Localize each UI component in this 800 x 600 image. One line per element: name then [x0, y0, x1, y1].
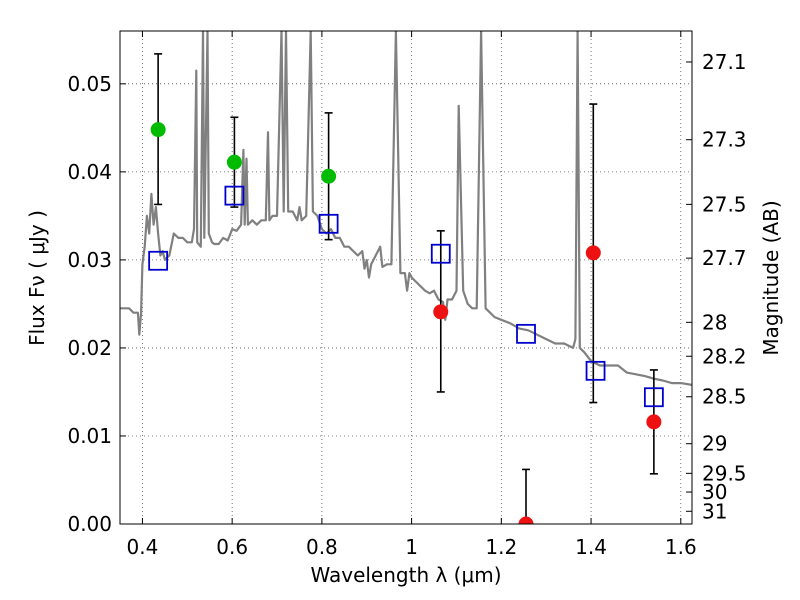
y2-tick-label: 28.2: [702, 344, 747, 368]
model-square: [516, 323, 536, 344]
x-tick-label: 0.8: [306, 535, 338, 559]
x-axis-label: Wavelength λ (μm): [310, 563, 501, 587]
y-tick-label: 0.00: [67, 512, 112, 536]
model-points: [148, 185, 664, 408]
detection-point: [226, 154, 242, 170]
y2-tick-label: 28.5: [702, 385, 747, 409]
y2-tick-label: 27.3: [702, 128, 747, 152]
y2-axis-label: Magnitude (AB): [759, 200, 783, 355]
spectrum-line: [120, 31, 692, 386]
y2-tick-label: 30: [702, 480, 727, 504]
spectrum-series: [120, 31, 692, 386]
detection-point: [150, 122, 166, 138]
model-square: [643, 387, 664, 408]
y-tick-label: 0.03: [67, 248, 112, 272]
nondetection-points: [433, 245, 662, 524]
y2-tick-label: 29: [702, 432, 727, 456]
detection-point: [321, 168, 337, 184]
y2-tick-label: 28: [702, 310, 727, 334]
y-tick-label: 0.05: [67, 72, 112, 96]
y2-tick-label: 27.7: [702, 246, 747, 270]
nondetection-point: [433, 304, 449, 320]
y-axis-ticks: 0.00 0.01 0.02 0.03 0.04 0.05: [67, 72, 126, 536]
detection-points: [150, 122, 337, 184]
x-tick-label: 1: [405, 535, 418, 559]
model-square: [224, 185, 245, 206]
y-axis-label: Flux Fν ( μJy ): [25, 210, 49, 346]
y-tick-label: 0.01: [67, 424, 112, 448]
x-tick-label: 1.6: [665, 535, 697, 559]
model-square: [148, 250, 169, 271]
x-tick-label: 1.2: [485, 535, 517, 559]
nondetection-point: [518, 516, 534, 524]
y2-tick-label: 27.1: [702, 50, 747, 74]
nondetection-point: [585, 245, 601, 261]
model-square: [585, 360, 606, 381]
y-tick-label: 0.02: [67, 336, 112, 360]
x-tick-label: 0.4: [127, 535, 159, 559]
model-square: [430, 243, 451, 264]
x-tick-label: 0.6: [216, 535, 248, 559]
y-tick-label: 0.04: [67, 160, 112, 184]
nondetection-point: [646, 414, 662, 430]
x-axis-ticks: 0.4 0.6 0.8 1 1.2 1.4 1.6: [127, 31, 697, 559]
model-square: [318, 213, 339, 234]
y2-tick-label: 27.5: [702, 192, 747, 216]
plot-frame: [119, 30, 693, 525]
y2-tick-label: 29.5: [702, 461, 747, 485]
y2-tick-label: 31: [702, 499, 727, 523]
x-tick-label: 1.4: [575, 535, 607, 559]
